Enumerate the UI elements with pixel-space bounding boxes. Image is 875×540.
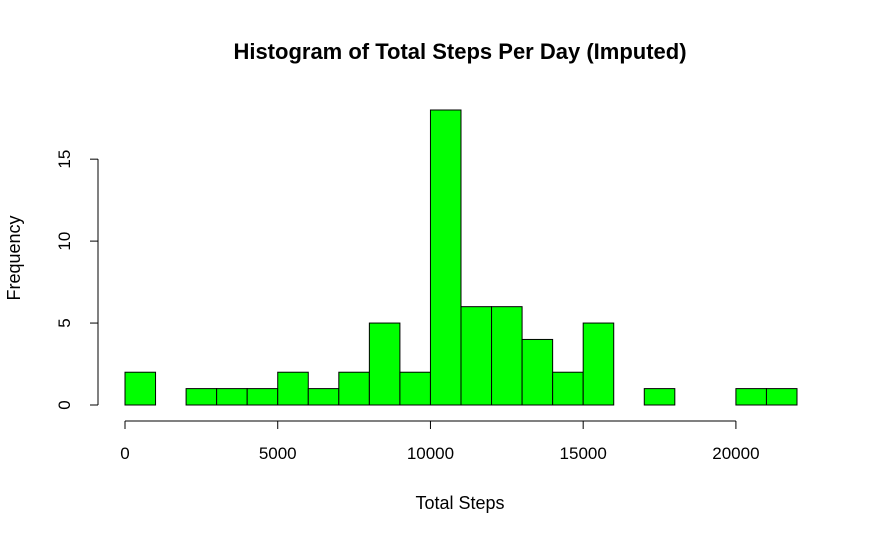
histogram-bar (552, 371, 584, 406)
histogram-bar (246, 388, 279, 406)
x-tick-label: 20000 (712, 444, 759, 463)
y-tick-label: 15 (55, 150, 74, 169)
histogram-bar (277, 371, 309, 406)
x-tick-label: 10000 (407, 444, 454, 463)
histogram-bar (643, 388, 676, 406)
histogram-bar (765, 388, 798, 406)
y-tick-label: 5 (55, 318, 74, 327)
chart-title: Histogram of Total Steps Per Day (Impute… (233, 39, 686, 64)
histogram-bar (582, 322, 615, 406)
histogram-bar (368, 322, 401, 406)
x-tick-label: 5000 (259, 444, 297, 463)
x-tick-label: 15000 (560, 444, 607, 463)
y-tick-label: 0 (55, 400, 74, 409)
x-tick-label: 0 (120, 444, 129, 463)
histogram-bar (307, 388, 340, 406)
histogram-bar (338, 371, 370, 406)
histogram-bar (216, 388, 248, 406)
histogram-bar (460, 306, 493, 406)
x-axis: 0 5000 10000 15000 20000 (120, 420, 760, 463)
histogram-bar (124, 371, 157, 406)
bars-layer (124, 109, 798, 406)
histogram-bar (521, 338, 554, 406)
histogram-bar (399, 371, 431, 406)
y-tick-label: 10 (55, 232, 74, 251)
y-axis-title: Frequency (4, 215, 24, 300)
histogram-bar (429, 109, 462, 406)
histogram-bar (491, 306, 523, 406)
x-axis-title: Total Steps (415, 493, 504, 513)
histogram-bar (735, 388, 767, 406)
y-axis: 0 5 10 15 (55, 150, 99, 410)
histogram-bar (185, 388, 218, 406)
